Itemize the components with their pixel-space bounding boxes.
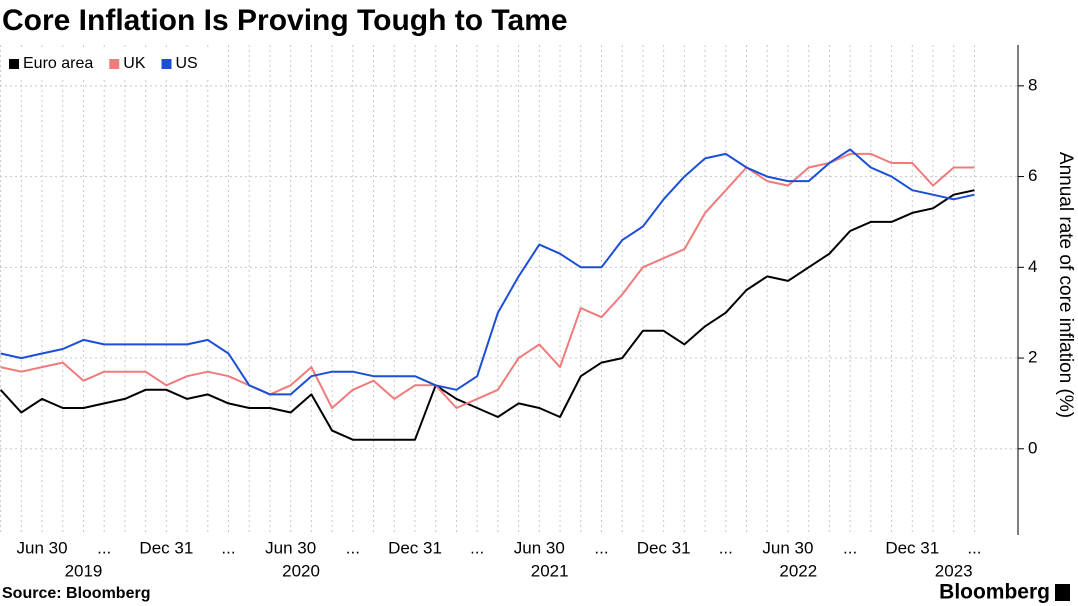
legend-swatch	[161, 59, 172, 69]
x-tick-label: ...	[470, 538, 484, 557]
x-tick-label: Jun 30	[514, 538, 565, 557]
legend-label: Euro area	[23, 55, 93, 72]
y-tick-label: 0	[1028, 438, 1037, 457]
x-tick-label: ...	[97, 538, 111, 557]
legend-swatch	[109, 59, 120, 69]
series-line	[0, 148, 975, 396]
x-tick-label: ...	[719, 538, 733, 557]
x-tick-label: Jun 30	[762, 538, 813, 557]
x-tick-label: ...	[843, 538, 857, 557]
legend-box	[2, 47, 214, 80]
x-tick-label: Dec 31	[139, 538, 193, 557]
series-line	[0, 189, 975, 441]
year-label: 2022	[779, 561, 817, 580]
year-label: 2021	[531, 561, 569, 580]
x-tick-label: Jun 30	[17, 538, 68, 557]
year-label: 2019	[65, 561, 103, 580]
x-tick-label: Jun 30	[265, 538, 316, 557]
brand-icon	[1055, 584, 1070, 601]
legend-label: US	[176, 55, 198, 72]
x-tick-label: Dec 31	[388, 538, 442, 557]
x-tick-label: ...	[346, 538, 360, 557]
y-tick-label: 8	[1028, 75, 1037, 94]
x-tick-label: ...	[221, 538, 235, 557]
legend-label: UK	[123, 55, 146, 72]
y-tick-label: 6	[1028, 166, 1037, 185]
legend-swatch	[9, 59, 19, 69]
legend: Euro area UK US	[2, 47, 214, 80]
brand: Bloomberg	[939, 581, 1050, 604]
series-line	[0, 152, 975, 409]
x-tick-label: Dec 31	[637, 538, 691, 557]
y-tick-label: 2	[1028, 348, 1037, 367]
x-tick-label: ...	[967, 538, 981, 557]
year-label: 2020	[282, 561, 320, 580]
year-label: 2023	[935, 561, 973, 580]
x-tick-label: Dec 31	[885, 538, 939, 557]
y-tick-label: 4	[1028, 257, 1037, 276]
y-axis-title: Annual rate of core inflation (%)	[1055, 152, 1076, 418]
source-note: Source: Bloomberg	[2, 585, 150, 602]
x-tick-label: ...	[594, 538, 608, 557]
chart-title: Core Inflation Is Proving Tough to Tame	[2, 4, 568, 37]
